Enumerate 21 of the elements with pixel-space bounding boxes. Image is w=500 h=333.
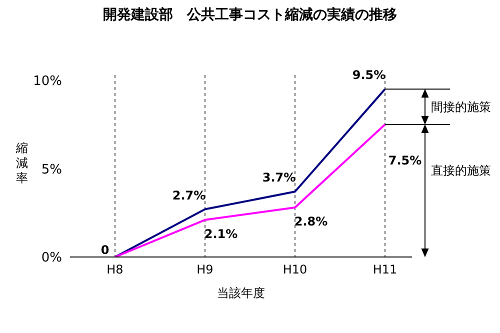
data-label: 2.8% <box>294 214 328 229</box>
y-tick-label: 10% <box>33 74 62 89</box>
data-label: 2.7% <box>172 188 206 202</box>
text: 直接的施策 <box>431 164 491 178</box>
line-series <box>114 123 386 257</box>
x-tick-label: H9 <box>196 262 214 277</box>
data-label: 2.1% <box>204 226 238 241</box>
y-tick-label: 0% <box>41 250 62 266</box>
x-axis-title: 当該年度 <box>217 286 265 300</box>
chart-title: 開発建設部 公共工事コスト縮減の実績の推移 <box>102 6 398 24</box>
data-label: 3.7% <box>262 170 296 185</box>
data-label: 7.5% <box>388 153 422 168</box>
x-tick-label: H11 <box>372 262 398 277</box>
annotation: 間接的施策 <box>431 100 491 114</box>
line-series <box>114 88 386 257</box>
data-label: 9.5% <box>352 68 386 82</box>
x-tick-label: H8 <box>106 262 124 277</box>
data-label: 0 <box>100 243 110 257</box>
y-axis-title: 縮減率 <box>15 141 28 185</box>
x-tick-label: H10 <box>282 262 308 277</box>
y-tick-label: 5% <box>41 162 62 178</box>
